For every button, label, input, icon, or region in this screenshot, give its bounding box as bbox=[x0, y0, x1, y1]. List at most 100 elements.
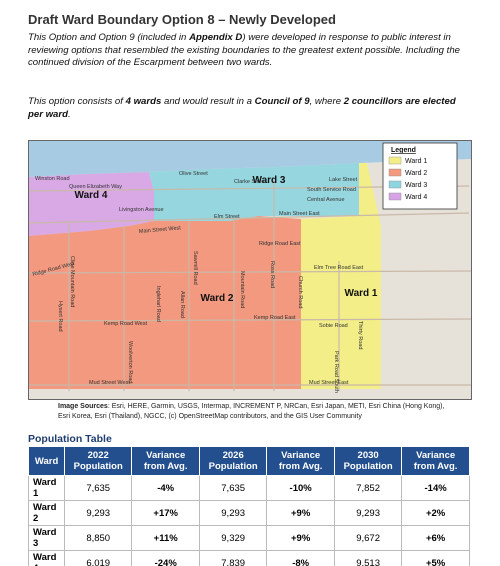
header-cell: 2030 Population bbox=[334, 446, 403, 476]
text: and would result in a bbox=[161, 96, 255, 107]
street-label: Queen Elizabeth Way bbox=[69, 184, 122, 190]
street-label: Main Street West bbox=[139, 225, 182, 235]
cell: -24% bbox=[131, 550, 201, 566]
header-cell: 2026 Population bbox=[199, 446, 268, 476]
street-label: Ridge Road East bbox=[259, 241, 301, 247]
cell: 9,293 bbox=[64, 500, 133, 526]
cell: Ward 4 bbox=[27, 550, 66, 566]
table-title: Population Table bbox=[28, 433, 112, 445]
ward-2-area bbox=[29, 216, 301, 389]
ward-label: Ward 4 bbox=[75, 190, 108, 201]
ward-4-area bbox=[29, 172, 154, 236]
street-label: Central Avenue bbox=[307, 197, 345, 203]
cell: -14% bbox=[401, 475, 470, 501]
population-table: Ward 2022 Population Variance from Avg. 202… bbox=[27, 446, 470, 566]
cell: 6,019 bbox=[64, 550, 133, 566]
ward-3-area bbox=[149, 163, 359, 221]
cell: 9,513 bbox=[334, 550, 403, 566]
cell: 9,672 bbox=[334, 525, 403, 551]
row: Ward 3 8,850 +11% 9,329 +9% 9,672 +6% bbox=[27, 525, 470, 551]
cell: 7,635 bbox=[199, 475, 268, 501]
text: This option consists of bbox=[28, 96, 126, 107]
street-label: Ross Road bbox=[269, 261, 275, 288]
map: Ward 4 Ward 3 Ward 2 Ward 1 Legend Ward 1 Ward… bbox=[28, 140, 472, 400]
legend-swatch bbox=[388, 168, 402, 177]
legend-swatch bbox=[388, 180, 402, 189]
street-label: Clarke Street bbox=[234, 179, 267, 185]
intro: This Option and Option 9 (included in Ap… bbox=[28, 32, 470, 70]
street-label: Main Street East bbox=[279, 211, 320, 217]
street-label: Woolverton Road bbox=[127, 341, 133, 383]
cell: -4% bbox=[131, 475, 201, 501]
street-label: Elm Tree Road East bbox=[314, 265, 364, 271]
cell: 7,852 bbox=[334, 475, 403, 501]
cell: 9,293 bbox=[334, 500, 403, 526]
text: Appendix D bbox=[189, 32, 243, 43]
street-label: Sawmill Road bbox=[192, 251, 198, 285]
text: ) were developed in response to public i… bbox=[28, 32, 460, 68]
row: Ward 1 7,635 -4% 7,635 -10% 7,852 -14% bbox=[27, 475, 470, 501]
street-label: Olive Street bbox=[179, 171, 208, 177]
road bbox=[68, 181, 340, 391]
cell: +9% bbox=[266, 525, 336, 551]
header-cell: 2022 Population bbox=[64, 446, 133, 476]
row: Ward 2 9,293 +17% 9,293 +9% 9,293 +2% bbox=[27, 500, 470, 526]
header-cell: Ward bbox=[27, 446, 66, 476]
street-label: Hysert Road bbox=[57, 301, 63, 332]
street-label: Park Road South bbox=[333, 351, 339, 393]
street-label: Church Road bbox=[297, 276, 303, 308]
text: , where bbox=[309, 96, 344, 107]
cell: +9% bbox=[266, 500, 336, 526]
street-label: Elm Street bbox=[214, 214, 240, 220]
legend-item: Ward 1 bbox=[405, 158, 427, 165]
text: Council of 9 bbox=[254, 96, 310, 107]
text: 2 councillors are elected per ward bbox=[28, 96, 456, 120]
street-label: Kemp Road East bbox=[254, 315, 296, 321]
street-label: Livingston Avenue bbox=[119, 207, 164, 213]
cell: -10% bbox=[266, 475, 336, 501]
street-label: Cline Mountain Road bbox=[69, 256, 75, 307]
text: . bbox=[68, 108, 71, 120]
cell: 9,329 bbox=[199, 525, 268, 551]
legend-swatch bbox=[388, 192, 402, 201]
cell: 7,839 bbox=[199, 550, 268, 566]
header-row: Ward 2022 Population Variance from Avg. 202… bbox=[27, 446, 470, 476]
road bbox=[29, 212, 470, 224]
legend-item: Ward 4 bbox=[405, 194, 427, 201]
lake bbox=[29, 141, 471, 177]
caption: Image Sources: Esri, HERE, Garmin, USGS,… bbox=[58, 402, 458, 422]
text: This Option and Option 9 (included in bbox=[28, 32, 190, 43]
header-cell: Variance from Avg. bbox=[131, 446, 201, 476]
legend-item: Ward 2 bbox=[405, 170, 427, 177]
street-label: Winston Road bbox=[35, 176, 70, 182]
title: Draft Ward Boundary Option 8 – Newly Dev… bbox=[28, 12, 336, 27]
header-cell: Variance from Avg. bbox=[401, 446, 470, 476]
street-label: Thirty Road bbox=[357, 321, 363, 349]
street-label: Mountain Road bbox=[239, 271, 245, 308]
legend-title: Legend bbox=[391, 147, 416, 154]
legend-swatch bbox=[388, 156, 402, 165]
street-label: Mud Street East bbox=[309, 380, 349, 386]
cell: +11% bbox=[131, 525, 201, 551]
cell: 8,850 bbox=[64, 525, 133, 551]
cell: -8% bbox=[266, 550, 336, 566]
cell: Ward 2 bbox=[27, 500, 66, 526]
cell: 7,635 bbox=[64, 475, 133, 501]
caption-label: Image Sources bbox=[58, 403, 108, 410]
road bbox=[29, 318, 471, 322]
cell: Ward 1 bbox=[27, 475, 66, 501]
cell: Ward 3 bbox=[27, 525, 66, 551]
ward-label: Ward 2 bbox=[201, 293, 234, 304]
street-label: Lake Street bbox=[329, 177, 358, 183]
street-label: Kemp Road West bbox=[104, 321, 147, 327]
cell: 9,293 bbox=[199, 500, 268, 526]
street-label: Ingleharl Road bbox=[155, 286, 161, 322]
ward-1-area bbox=[301, 163, 381, 389]
ward-label: Ward 1 bbox=[345, 288, 378, 299]
street-label: Mud Street West bbox=[89, 380, 130, 386]
ward-label: Ward 3 bbox=[253, 175, 286, 186]
cell: +6% bbox=[401, 525, 470, 551]
cell: +2% bbox=[401, 500, 470, 526]
street-label: Sobie Road bbox=[319, 323, 348, 329]
